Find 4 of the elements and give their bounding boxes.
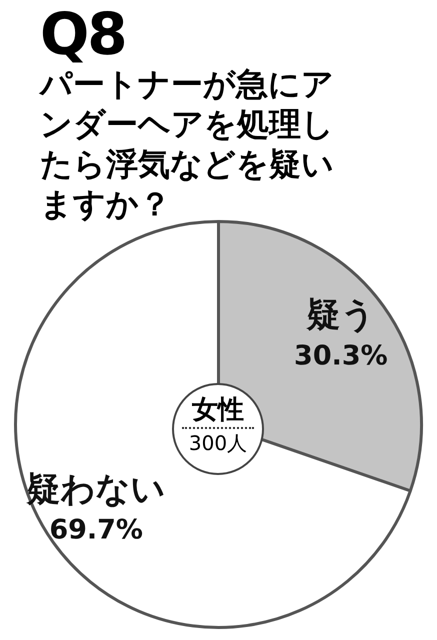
slice-label: 疑わない — [26, 469, 166, 510]
data-label: 30.3% — [294, 340, 388, 372]
slice-label: 疑う — [305, 295, 376, 336]
data-label: 69.7% — [49, 514, 143, 546]
